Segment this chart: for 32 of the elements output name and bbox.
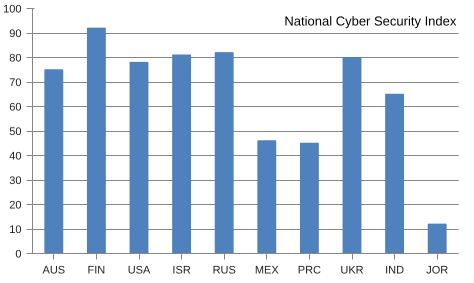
bar xyxy=(428,224,447,254)
y-tick-label: 0 xyxy=(15,248,22,260)
x-tick-label: ISR xyxy=(172,264,191,276)
y-tick-label: 90 xyxy=(9,28,22,40)
x-tick-label: RUS xyxy=(212,264,236,276)
x-tick-label: UKR xyxy=(340,264,364,276)
bar xyxy=(214,52,234,254)
y-tick-label: 50 xyxy=(9,126,22,138)
x-tick-label: AUS xyxy=(42,264,66,276)
y-tick-label: 60 xyxy=(9,102,22,114)
y-tick-label: 80 xyxy=(9,52,22,64)
x-tick-label: PRC xyxy=(298,264,322,276)
y-tick-label: 70 xyxy=(9,77,22,89)
x-tick-label: JOR xyxy=(426,264,448,276)
y-tick-label: 20 xyxy=(9,200,22,212)
y-tick-label: 30 xyxy=(9,175,22,187)
y-tick-label: 100 xyxy=(3,4,22,16)
bar xyxy=(257,140,276,254)
y-tick-label: 40 xyxy=(9,150,22,162)
bar xyxy=(86,28,106,254)
bar xyxy=(130,62,148,254)
x-tick-label: FIN xyxy=(88,264,106,276)
y-tick-label: 10 xyxy=(9,224,22,236)
bar xyxy=(300,142,319,254)
chart-title: National Cyber Security Index xyxy=(284,13,457,28)
bar xyxy=(342,57,362,254)
x-tick-label: IND xyxy=(385,264,404,276)
bar xyxy=(172,54,192,254)
x-tick-label: MEX xyxy=(254,264,280,276)
x-tick-label: USA xyxy=(128,264,151,276)
bar xyxy=(44,69,64,254)
bar xyxy=(385,94,404,254)
